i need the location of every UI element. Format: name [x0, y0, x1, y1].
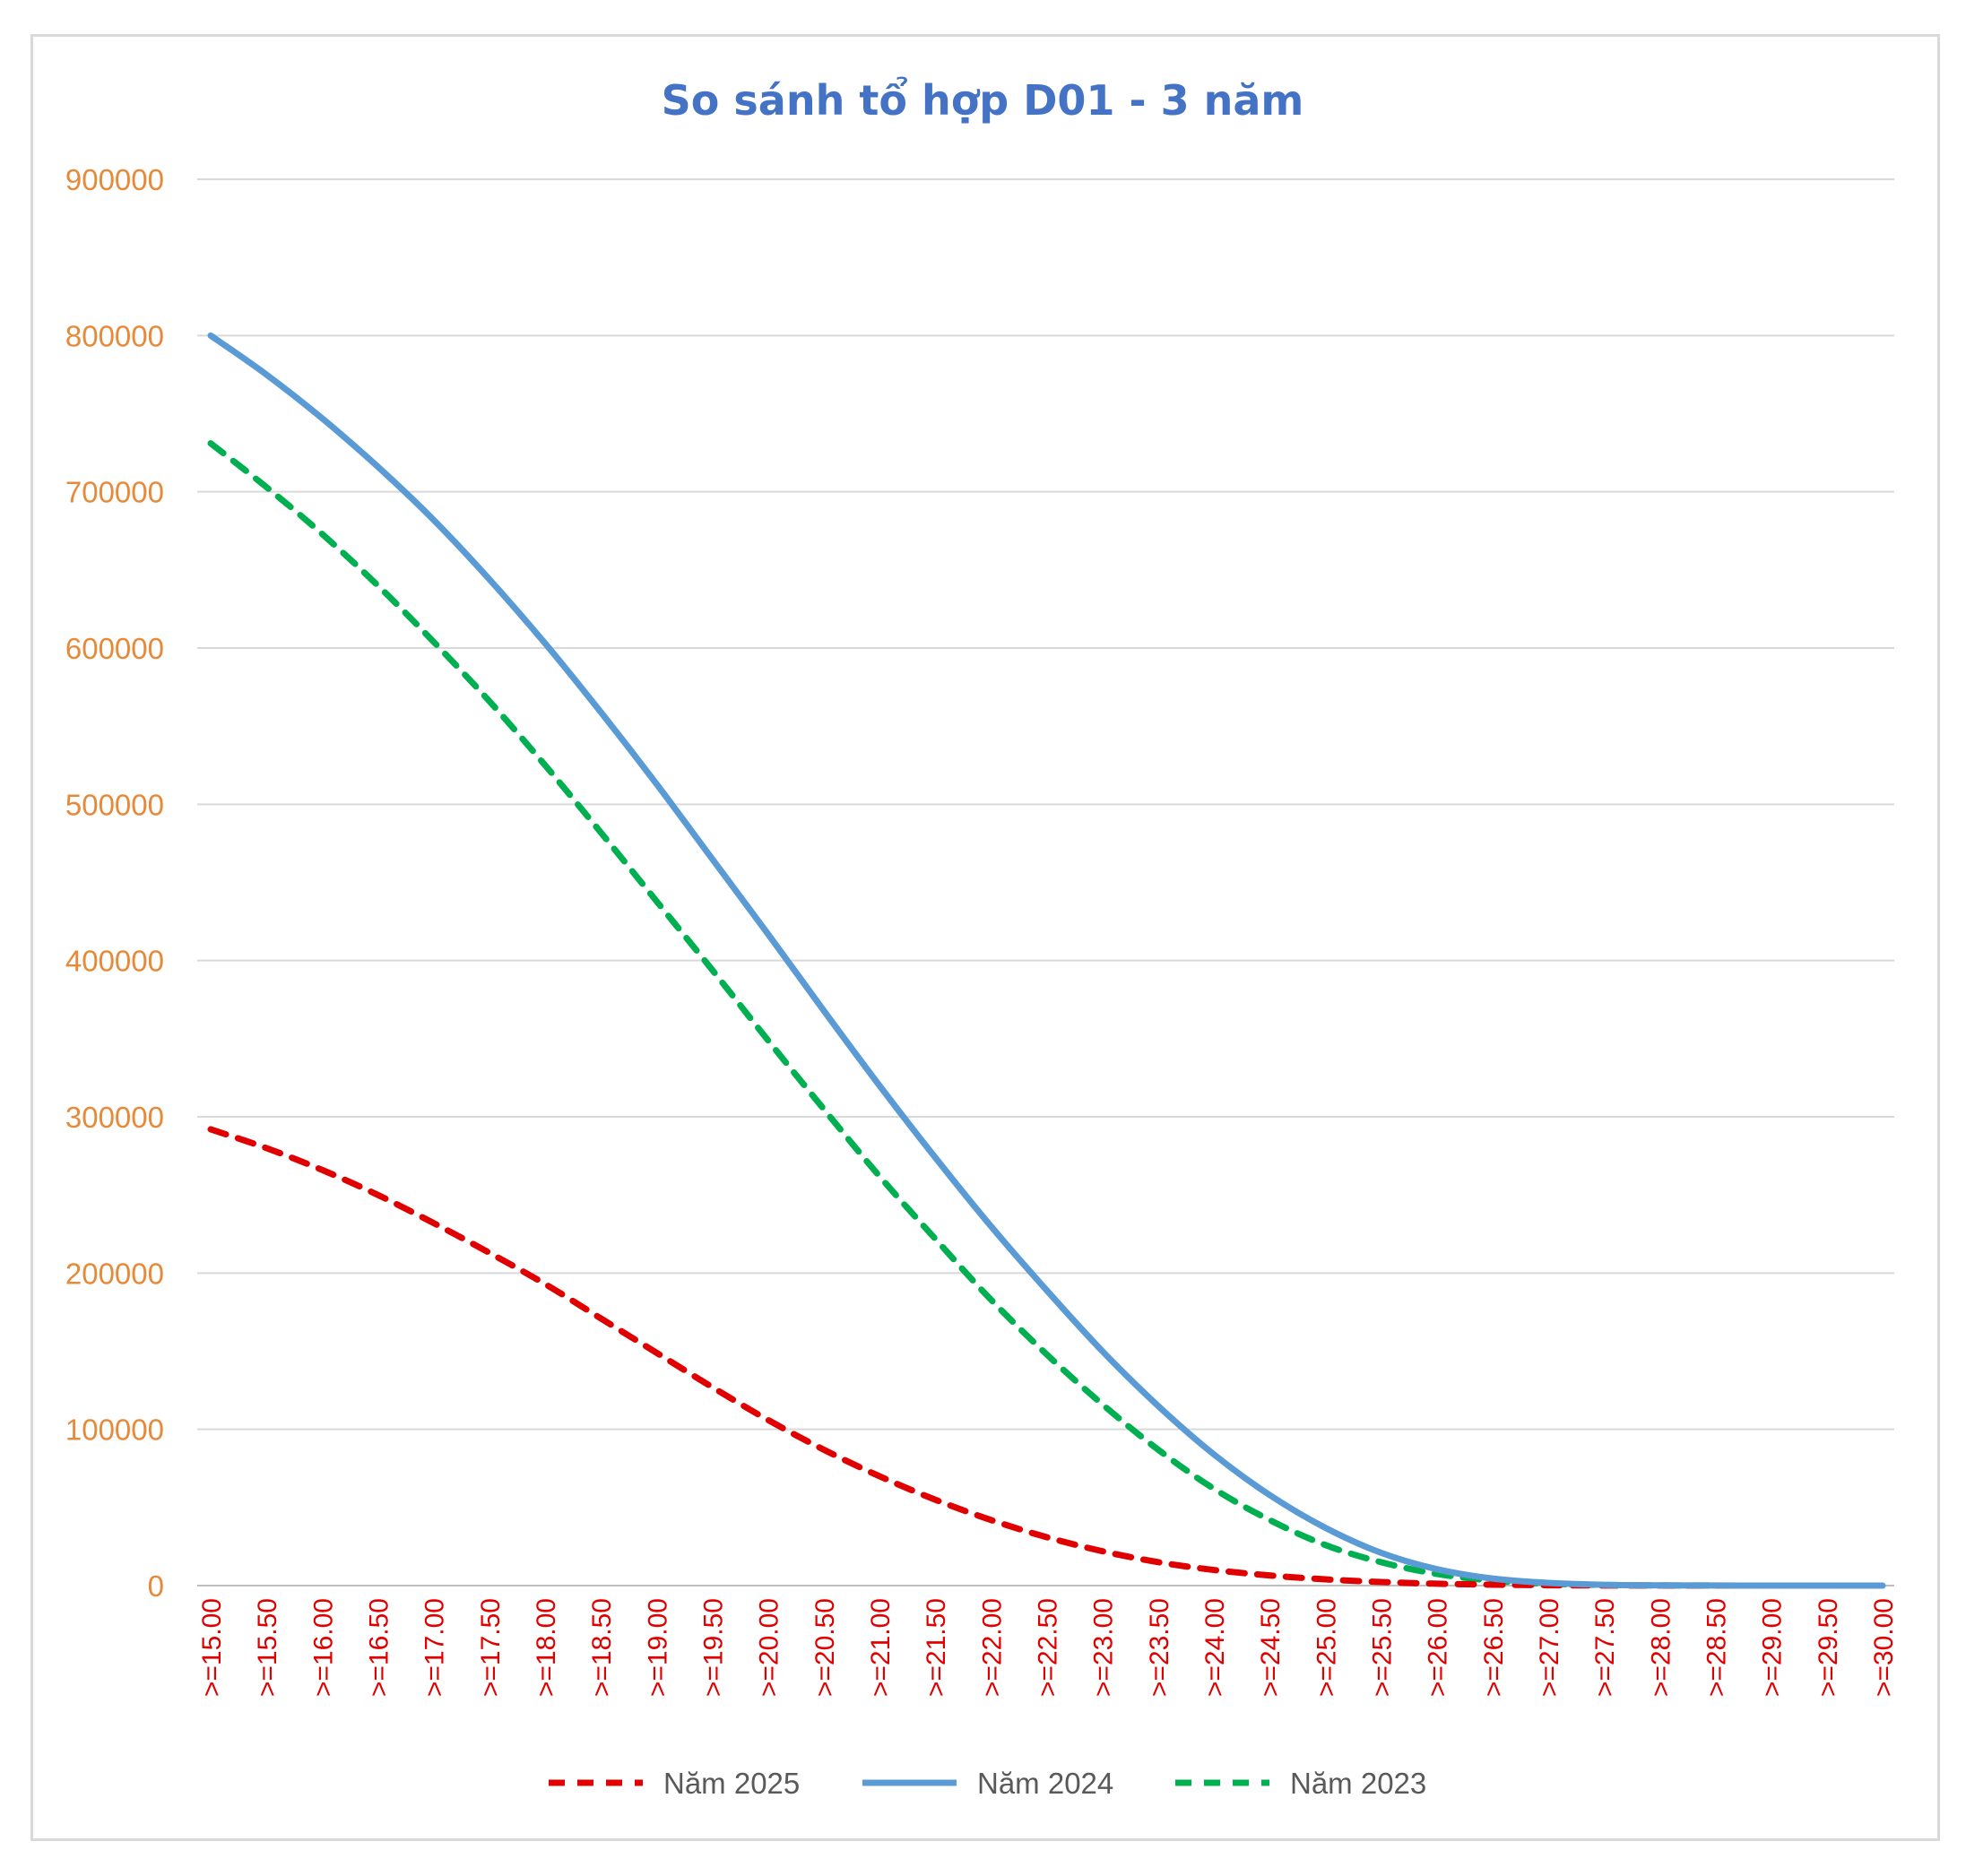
x-tick-label: >=28.00 — [1646, 1598, 1676, 1697]
series-line-năm-2024 — [207, 332, 1886, 1589]
x-tick-label: >=24.00 — [1200, 1598, 1230, 1697]
x-tick-label: >=23.50 — [1145, 1598, 1174, 1697]
x-tick-label: >=19.00 — [643, 1598, 672, 1697]
x-tick-label: >=29.00 — [1758, 1598, 1788, 1697]
x-tick-label: >=20.50 — [810, 1598, 840, 1697]
x-tick-label: >=22.00 — [977, 1598, 1007, 1697]
y-tick-label: 900000 — [65, 163, 164, 196]
y-tick-label: 500000 — [65, 788, 164, 821]
chart-title: So sánh tổ hợp D01 - 3 năm — [662, 76, 1304, 125]
x-tick-label: >=29.50 — [1814, 1598, 1843, 1697]
legend-label: Năm 2024 — [977, 1767, 1113, 1800]
x-tick-label: >=15.00 — [197, 1598, 227, 1697]
x-tick-label: >=27.00 — [1535, 1598, 1564, 1697]
legend-label: Năm 2023 — [1290, 1767, 1426, 1800]
y-tick-label: 0 — [148, 1569, 164, 1603]
x-tick-label: >=16.00 — [308, 1598, 338, 1697]
series-line-năm-2023 — [207, 440, 1886, 1589]
x-tick-label: >=16.50 — [365, 1598, 394, 1697]
y-tick-label: 700000 — [65, 476, 164, 509]
x-tick-label: >=18.50 — [587, 1598, 617, 1697]
y-tick-label: 400000 — [65, 945, 164, 978]
x-tick-label: >=30.00 — [1869, 1598, 1899, 1697]
x-tick-label: >=25.00 — [1312, 1598, 1341, 1697]
series-lines — [207, 332, 1886, 1589]
y-tick-label: 300000 — [65, 1101, 164, 1134]
y-axis-ticks: 0 100000 200000 300000 400000 500000 600000 700… — [65, 163, 164, 1603]
x-tick-label: >=27.50 — [1590, 1598, 1620, 1697]
x-tick-label: >=24.50 — [1256, 1598, 1286, 1697]
x-tick-label: >=15.50 — [253, 1598, 282, 1697]
y-tick-label: 800000 — [65, 319, 164, 352]
x-tick-label: >=21.00 — [866, 1598, 896, 1697]
x-tick-label: >=19.50 — [699, 1598, 729, 1697]
x-tick-label: >=18.00 — [532, 1598, 561, 1697]
x-tick-label: >=22.50 — [1034, 1598, 1063, 1697]
y-tick-label: 200000 — [65, 1257, 164, 1290]
legend: Năm 2025 Năm 2024 Năm 2023 — [549, 1767, 1426, 1800]
x-axis-ticks: >=15.00 >=15.50 >=16.00 >=16.50 >=17.00 >=17.… — [197, 1598, 1899, 1697]
legend-label: Năm 2025 — [663, 1767, 800, 1800]
x-tick-label: >=28.50 — [1702, 1598, 1732, 1697]
x-tick-label: >=20.00 — [755, 1598, 784, 1697]
x-tick-label: >=23.00 — [1089, 1598, 1119, 1697]
x-tick-label: >=26.50 — [1479, 1598, 1509, 1697]
series-line-năm-2025 — [207, 1126, 1886, 1589]
x-tick-label: >=25.50 — [1368, 1598, 1398, 1697]
x-tick-label: >=17.50 — [476, 1598, 506, 1697]
y-tick-label: 600000 — [65, 632, 164, 665]
x-tick-label: >=21.50 — [922, 1598, 951, 1697]
x-tick-label: >=26.00 — [1424, 1598, 1453, 1697]
gridlines — [197, 178, 1894, 1431]
x-tick-label: >=17.00 — [420, 1598, 450, 1697]
y-tick-label: 100000 — [65, 1413, 164, 1447]
